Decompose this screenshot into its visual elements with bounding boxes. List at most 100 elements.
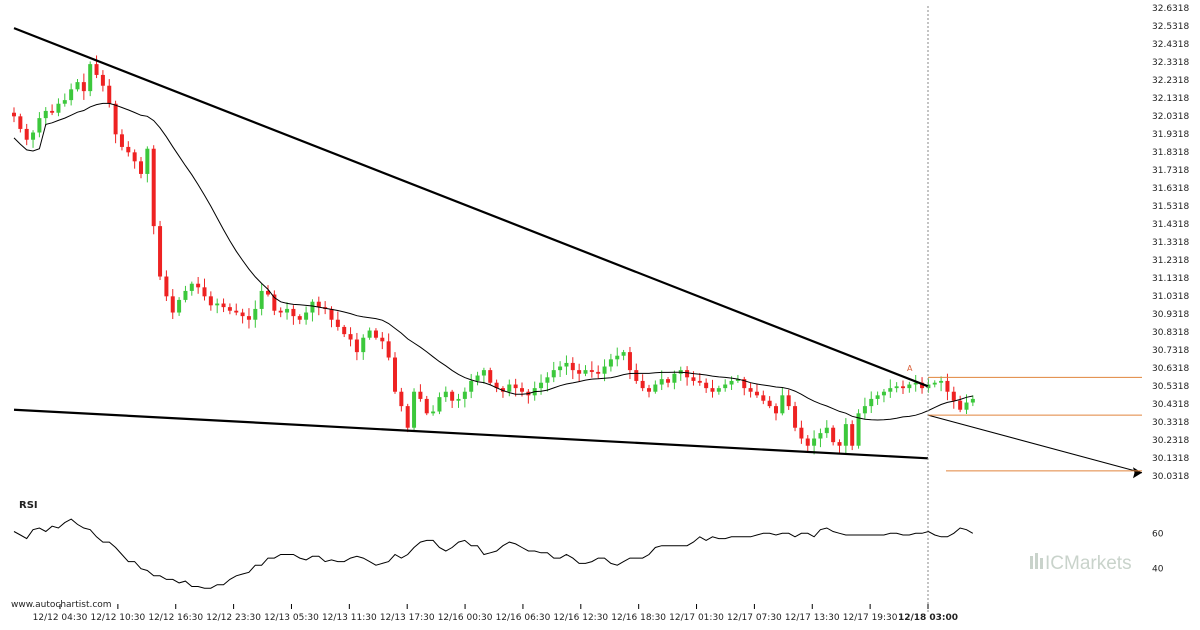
price-tick-label: 32.6318: [1152, 4, 1189, 14]
candle-body: [335, 319, 340, 327]
time-tick-label: 12/13 17:30: [380, 613, 435, 623]
candle-body: [43, 110, 48, 119]
candle-body: [215, 303, 220, 306]
candle-body: [901, 386, 905, 389]
price-tick-label: 30.7318: [1152, 346, 1189, 356]
candle-body: [881, 391, 886, 396]
rsi-panel: 60 40: [13, 518, 1164, 589]
candle-body: [507, 384, 512, 392]
candle-body: [551, 370, 556, 378]
candle-body: [113, 103, 118, 135]
candle-body: [875, 395, 880, 399]
candle-body: [856, 413, 861, 446]
candle-body: [37, 118, 42, 133]
candle-body: [570, 362, 575, 371]
candle-body: [227, 307, 232, 311]
price-tick-label: 31.3318: [1152, 238, 1189, 248]
candle-body: [196, 283, 201, 288]
price-tick-label: 31.7318: [1152, 166, 1189, 176]
price-tick-label: 30.4318: [1152, 400, 1189, 410]
candle-body: [589, 370, 594, 372]
price-tick-label: 32.3318: [1152, 58, 1189, 68]
candle-body: [316, 301, 321, 308]
forecast-trendline: [927, 414, 1143, 474]
candle-body: [393, 357, 397, 392]
candle-body: [50, 110, 55, 113]
candle-body: [469, 380, 474, 392]
candle-body: [462, 391, 467, 399]
candle-body: [862, 406, 867, 414]
candle-body: [672, 373, 677, 383]
candle-body: [964, 402, 969, 410]
candle-body: [56, 103, 61, 113]
candle-body: [88, 64, 93, 92]
candle-body: [62, 100, 67, 104]
candle-body: [488, 370, 493, 383]
candle-body: [767, 400, 772, 407]
candle-body: [424, 398, 429, 414]
time-axis: 12/12 04:30 12/12 10:30 12/12 16:30 12/12 2…: [33, 604, 958, 623]
time-tick-label: 12/16 12:30: [553, 613, 608, 623]
candle-body: [742, 379, 747, 389]
candle-body: [786, 395, 791, 407]
candle-body: [107, 85, 112, 104]
forecast-arrowhead: [1133, 467, 1142, 479]
candle-body: [627, 352, 632, 371]
candle-body: [126, 146, 131, 153]
candle-body: [285, 308, 290, 313]
candle-body: [869, 398, 874, 407]
candle-body: [266, 290, 270, 295]
candle-body: [754, 391, 759, 396]
candle-body: [602, 366, 607, 374]
candle-body: [94, 64, 99, 75]
price-tick-label: 31.8318: [1152, 148, 1189, 158]
time-tick-label: 12/16 00:30: [438, 613, 493, 623]
icmarkets-logo: ICMarkets: [1030, 553, 1132, 574]
candle-body: [888, 388, 893, 392]
candle-body: [608, 359, 613, 367]
candle-body: [945, 380, 950, 392]
candle-body: [278, 310, 283, 313]
candle-body: [780, 395, 785, 414]
candle-body: [272, 294, 277, 311]
candle-body: [850, 424, 855, 446]
price-tick-label: 31.2318: [1152, 256, 1189, 266]
candle-body: [183, 290, 188, 300]
candle-body: [139, 161, 143, 174]
rsi-title: RSI: [19, 500, 38, 511]
candle-body: [456, 398, 461, 401]
candle-body: [418, 391, 423, 399]
target-levels-layer: [928, 376, 1142, 472]
candle-body: [824, 427, 829, 434]
candle-body: [431, 411, 436, 414]
trendlines-layer: [13, 27, 1143, 479]
candle-body: [310, 301, 315, 313]
candle-body: [348, 334, 353, 340]
time-tick-label: 12/17 13:30: [785, 613, 840, 623]
time-tick-label: 12/12 16:30: [148, 613, 203, 623]
candle-body: [634, 370, 639, 381]
candle-body: [189, 283, 194, 291]
candle-body: [659, 379, 664, 385]
candle-body: [729, 380, 734, 385]
price-tick-label: 31.1318: [1152, 274, 1189, 284]
price-tick-label: 30.0318: [1152, 472, 1189, 482]
price-tick-label: 32.1318: [1152, 94, 1189, 104]
candle-body: [939, 380, 944, 383]
price-tick-label: 31.5318: [1152, 202, 1189, 212]
candle-body: [894, 386, 899, 389]
price-tick-label: 31.6318: [1152, 184, 1189, 194]
candle-body: [164, 276, 169, 297]
time-tick-label: 12/12 23:30: [206, 613, 261, 623]
candle-body: [577, 370, 582, 374]
candle-body: [735, 379, 740, 381]
candle-body: [234, 310, 239, 313]
icmarkets-bars-icon: [1030, 553, 1043, 569]
candle-body: [145, 148, 150, 174]
candle-body: [405, 406, 410, 428]
candle-body: [545, 377, 550, 383]
time-tick-label: 12/12 10:30: [90, 613, 145, 623]
price-tick-label: 31.0318: [1152, 292, 1189, 302]
candle-body: [799, 427, 804, 439]
time-tick-label: 12/16 06:30: [496, 613, 551, 623]
